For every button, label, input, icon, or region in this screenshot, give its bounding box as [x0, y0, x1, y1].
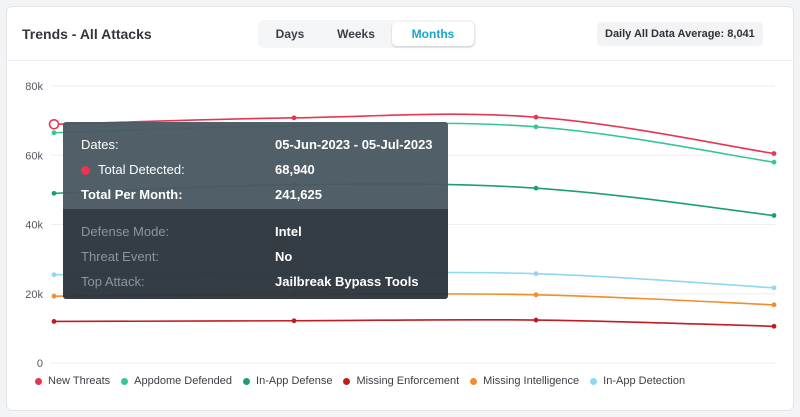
legend-item-missing-enforcement[interactable]: Missing Enforcement [343, 375, 459, 387]
y-tick-label: 0 [37, 358, 43, 370]
legend-label: Appdome Defended [134, 375, 233, 387]
tooltip-defense-mode-value: Intel [275, 224, 302, 239]
tooltip-total-detected-label: Total Detected: [98, 162, 185, 177]
tooltip-total-per-month-value: 241,625 [275, 187, 322, 202]
legend-dot-icon [590, 377, 598, 385]
tooltip-total-per-month-label: Total Per Month: [81, 187, 183, 202]
legend-dot-icon [35, 377, 42, 385]
tab-months[interactable]: Months [392, 22, 474, 46]
data-point [51, 293, 57, 299]
tab-days[interactable]: Days [275, 27, 305, 41]
data-point [51, 319, 57, 324]
data-point [771, 213, 777, 218]
tooltip-row-dates: Dates: 05-Jun-2023 - 05-Jul-2023 [63, 132, 448, 157]
data-point-hover [48, 118, 60, 130]
tooltip-row-total-detected: Total Detected: 68,940 [63, 157, 448, 182]
legend-item-in-app-detection[interactable]: In-App Detection [590, 375, 685, 387]
series-dot-icon [81, 166, 90, 175]
tooltip-top-attack-value: Jailbreak Bypass Tools [275, 274, 419, 289]
series-line-missing-enforcement [53, 318, 775, 328]
legend-dot-icon [243, 377, 251, 385]
legend-label: In-App Detection [603, 375, 686, 387]
legend-item-appdome-defended[interactable]: Appdome Defended [121, 375, 232, 387]
trends-card: Trends - All Attacks Days Weeks Months D… [6, 6, 794, 411]
legend-label: Missing Intelligence [483, 375, 580, 387]
data-point [291, 318, 297, 324]
data-point [771, 323, 777, 329]
data-point [51, 272, 57, 278]
legend-label: In-App Defense [256, 375, 333, 387]
chart-legend: New Threats Appdome Defended In-App Defe… [35, 375, 696, 387]
card-title: Trends - All Attacks [22, 26, 152, 42]
legend-dot-icon [343, 377, 351, 385]
data-point [533, 114, 539, 120]
data-point [533, 124, 539, 130]
tooltip-total-detected-value: 68,940 [275, 162, 315, 177]
legend-item-in-app-defense[interactable]: In-App Defense [243, 375, 332, 387]
daily-average-badge: Daily All Data Average: 8,041 [597, 22, 763, 46]
tooltip-row-total-per-month: Total Per Month: 241,625 [63, 182, 448, 207]
series-line-new-threats [53, 113, 775, 155]
tooltip-defense-mode-label: Defense Mode: [81, 224, 170, 239]
tooltip-dates-label: Dates: [81, 137, 119, 152]
data-point [771, 151, 777, 156]
tooltip-row-threat-event: Threat Event: No [63, 244, 448, 269]
tooltip-threat-event-value: No [275, 249, 293, 264]
legend-item-new-threats[interactable]: New Threats [35, 375, 110, 387]
tooltip-details: Defense Mode: Intel Threat Event: No Top… [63, 209, 448, 299]
tooltip-top-attack-label: Top Attack: [81, 274, 145, 289]
y-tick-label: 80k [25, 81, 43, 93]
header-divider [7, 60, 793, 61]
y-tick-label: 40k [25, 220, 43, 232]
data-point [51, 130, 57, 136]
y-tick-label: 60k [25, 150, 43, 162]
tab-weeks[interactable]: Weeks [337, 27, 375, 41]
tooltip-dates-value: 05-Jun-2023 - 05-Jul-2023 [275, 137, 433, 152]
data-point [533, 317, 539, 323]
data-point [291, 115, 297, 121]
legend-dot-icon [470, 377, 478, 385]
tooltip-threat-event-label: Threat Event: [81, 249, 160, 264]
data-point [51, 190, 57, 196]
legend-item-missing-intelligence[interactable]: Missing Intelligence [470, 375, 579, 387]
data-point [533, 271, 539, 277]
period-tabs: Days Weeks Months [258, 20, 476, 48]
data-point [771, 159, 777, 165]
tooltip-row-defense-mode: Defense Mode: Intel [63, 219, 448, 244]
data-point [771, 302, 777, 308]
y-tick-label: 20k [25, 289, 43, 301]
legend-dot-icon [121, 377, 129, 385]
legend-label: New Threats [48, 375, 111, 387]
tooltip-summary: Dates: 05-Jun-2023 - 05-Jul-2023 Total D… [63, 122, 448, 209]
data-point [533, 292, 539, 298]
tooltip-row-top-attack: Top Attack: Jailbreak Bypass Tools [63, 269, 448, 294]
chart-tooltip: Dates: 05-Jun-2023 - 05-Jul-2023 Total D… [63, 122, 448, 299]
legend-label: Missing Enforcement [356, 375, 460, 387]
data-point [533, 185, 539, 191]
data-point [771, 285, 777, 291]
